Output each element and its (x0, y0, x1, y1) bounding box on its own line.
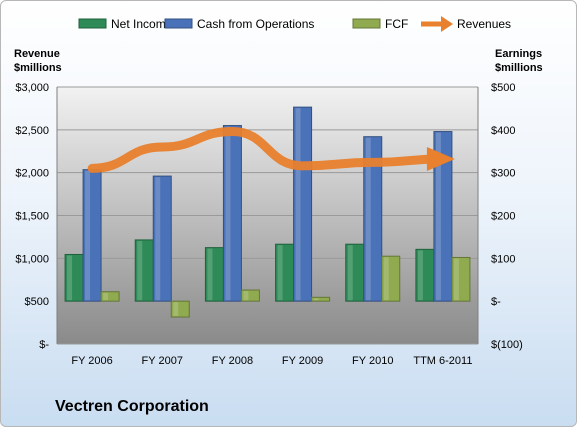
bar-fcf (240, 289, 260, 302)
x-tick-label: TTM 6-2011 (413, 355, 472, 367)
bar-fcf (100, 291, 120, 302)
y-left-axis-title: Revenue $millions (14, 48, 62, 74)
x-tick-label: FY 2008 (212, 355, 253, 367)
y-left-tick-label: $- (39, 339, 49, 351)
bars (64, 106, 471, 318)
bar-highlight (347, 245, 353, 301)
legend: Net Income Cash from Operations FCF Revenue… (78, 16, 511, 32)
bar-highlight (435, 132, 441, 301)
legend-label: Revenues (457, 17, 511, 31)
bar-highlight (137, 240, 143, 301)
gridlines (57, 86, 478, 345)
bar-highlight (85, 170, 91, 301)
bar-highlight (313, 298, 319, 301)
y-left-tick-label: $1,000 (15, 253, 49, 265)
bar-highlight (417, 250, 423, 301)
bar-fcf (170, 300, 190, 318)
bar-highlight (155, 177, 161, 301)
legend-label: Cash from Operations (197, 17, 314, 31)
legend-swatch (164, 18, 193, 29)
y-left-tick-label: $1,500 (15, 211, 49, 223)
bar-cash-from-operations (363, 136, 383, 302)
legend-label: FCF (385, 17, 408, 31)
legend-swatch (78, 18, 107, 29)
y-right-tick-label: $100 (491, 253, 515, 265)
bar-highlight (207, 248, 213, 301)
axes: $- $500 $1,000 $1,500 $2,000 $2,500 $3,000 $(10… (14, 48, 543, 367)
y-left-tick-label: $500 (25, 296, 49, 308)
y-right-tick-label: $(100) (491, 339, 523, 351)
bar-highlight (173, 302, 179, 317)
y-right-tick-label: $- (491, 296, 501, 308)
legend-swatch (352, 18, 381, 29)
x-tick-label: FY 2010 (352, 355, 393, 367)
x-tick-label: FY 2009 (282, 355, 323, 367)
bar-highlight (295, 108, 301, 301)
bar-highlight (277, 245, 283, 301)
y-left-tick-label: $3,000 (15, 82, 49, 94)
bar-cash-from-operations (433, 131, 453, 302)
bar-cash-from-operations (293, 106, 313, 302)
revenue-line (87, 127, 455, 173)
legend-label: Net Income (111, 17, 173, 31)
y-left-tick-label: $2,000 (15, 168, 49, 180)
bar-highlight (243, 291, 249, 301)
bar-highlight (103, 292, 109, 301)
y-right-tick-label: $400 (491, 125, 515, 137)
y-left-tick-label: $2,500 (15, 125, 49, 137)
bar-fcf (381, 255, 401, 302)
y-right-axis-title: Earnings $millions (495, 48, 543, 74)
y-right-tick-label: $500 (491, 82, 515, 94)
bar-fcf (311, 296, 331, 302)
bar-highlight (67, 255, 73, 301)
bar-fcf (451, 256, 471, 302)
bar-cash-from-operations (222, 125, 242, 302)
bar-highlight (225, 126, 231, 301)
x-tick-label: FY 2006 (71, 355, 112, 367)
revenue-line-path (87, 127, 448, 173)
y-right-tick-label: $300 (491, 168, 515, 180)
legend-arrow (441, 16, 453, 32)
x-tick-label: FY 2007 (142, 355, 183, 367)
bar-highlight (383, 257, 389, 301)
company-name: Vectren Corporation (55, 398, 209, 415)
bar-highlight (365, 137, 371, 301)
revenue-arrowhead (426, 146, 455, 171)
bar-highlight (453, 258, 459, 301)
bar-cash-from-operations (152, 175, 172, 302)
y-right-tick-label: $200 (491, 211, 515, 223)
